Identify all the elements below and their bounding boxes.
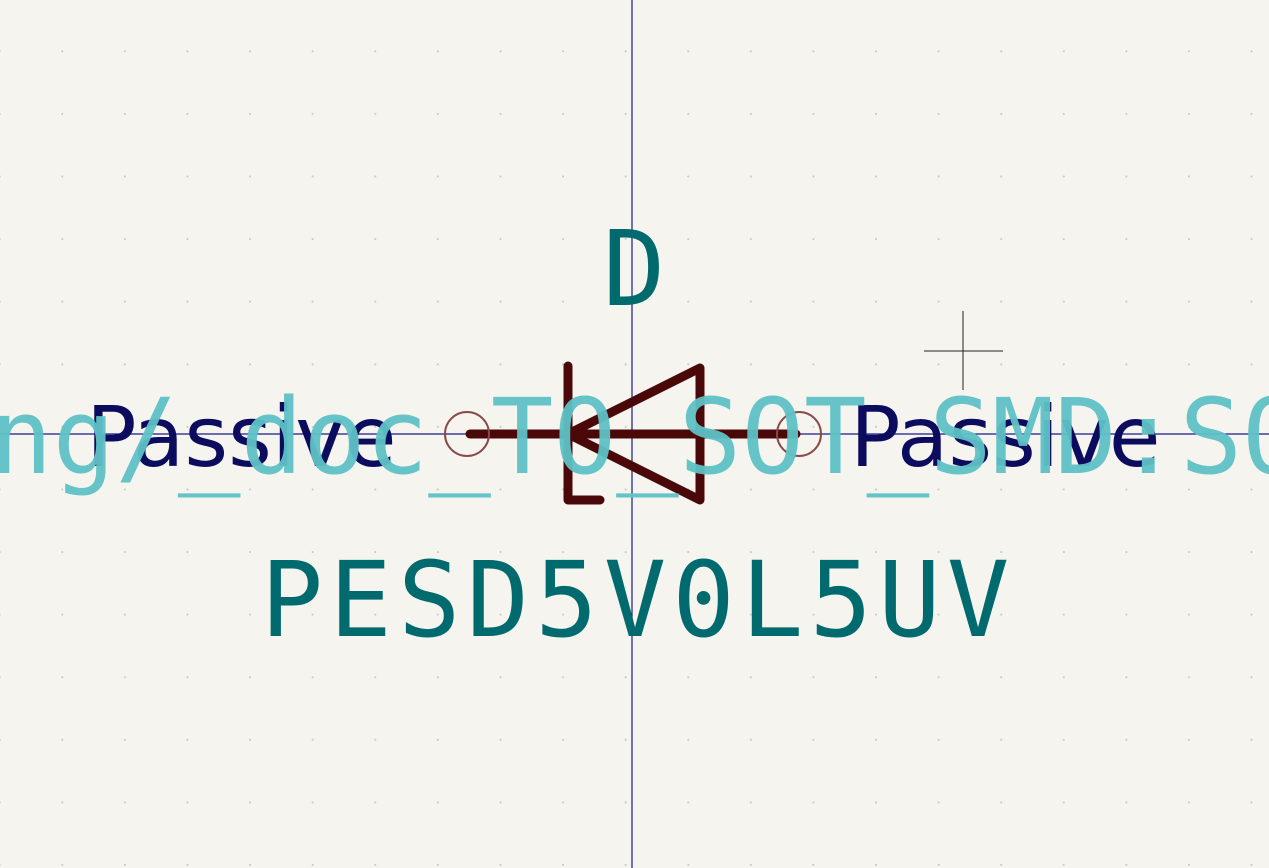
- value-field[interactable]: PESD5V0L5UV: [261, 539, 1016, 661]
- pin-right-type-label: Passive: [850, 388, 1161, 486]
- pin-right-end-icon[interactable]: [776, 411, 822, 457]
- pin-left-end-icon[interactable]: [444, 411, 490, 457]
- footprint-field[interactable]: ng/_doc_TO_SOT_SMD:SOT: [0, 376, 1269, 498]
- crosshair-cursor-icon: [924, 311, 1003, 390]
- reference-field[interactable]: D: [603, 208, 666, 330]
- pin-left-type-label: Passive: [86, 388, 397, 486]
- diode-symbol-body[interactable]: [465, 361, 801, 505]
